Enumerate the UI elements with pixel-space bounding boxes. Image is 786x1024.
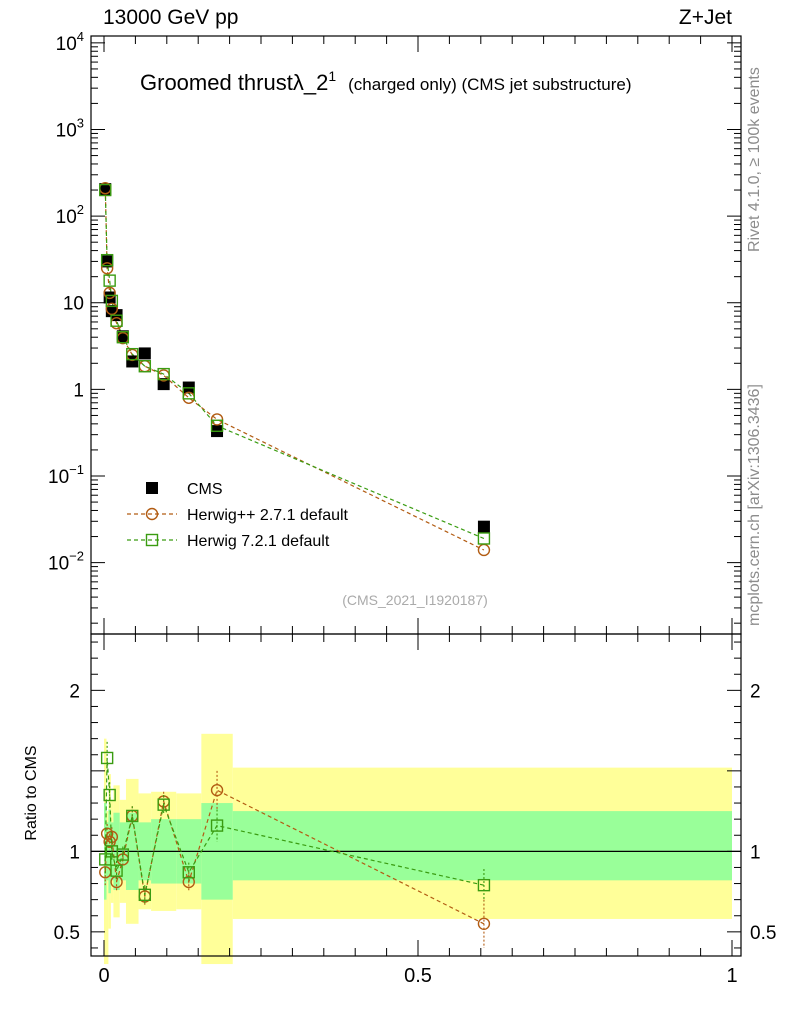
chart-title-main: Groomed thrustλ_2	[140, 70, 328, 95]
ratio-point	[110, 864, 123, 877]
main-point	[138, 360, 152, 373]
main-point	[477, 520, 490, 533]
ratio-point	[210, 783, 224, 797]
main-point	[138, 347, 151, 360]
x-tick-label: 0.5	[404, 965, 432, 987]
main-point	[110, 314, 123, 327]
legend-label: Herwig++ 2.7.1 default	[187, 507, 349, 524]
ratio-point	[126, 809, 139, 823]
ratio-y-tick-label-right: 2	[750, 681, 761, 702]
legend-marker	[146, 482, 158, 494]
uncertainty-band-total	[106, 811, 109, 965]
main-point	[477, 532, 491, 545]
legend-label: Herwig 7.2.1 default	[187, 533, 330, 550]
energy-label: 13000 GeV pp	[103, 6, 239, 29]
main-y-tick-label: 10−1	[48, 462, 84, 488]
chart-title: Groomed thrustλ_21 (charged only) (CMS je…	[140, 68, 632, 95]
main-y-tick-label: 10−2	[48, 549, 84, 575]
main-point	[182, 387, 195, 400]
main-point	[103, 291, 116, 304]
legend-marker	[145, 507, 159, 521]
ratio-point	[477, 917, 491, 930]
main-point	[103, 286, 116, 300]
main-y-tick-label: 102	[56, 202, 84, 228]
chart-title-sup: 1	[328, 68, 336, 84]
x-tick-label: 1	[726, 965, 737, 987]
main-point	[103, 274, 116, 287]
main-point	[105, 294, 119, 308]
main-point	[477, 543, 491, 557]
ratio-point	[210, 819, 224, 832]
main-series-line-2	[104, 189, 485, 540]
ratio-point	[182, 866, 195, 879]
main-point	[157, 367, 170, 381]
chart-title-sub: (charged only) (CMS jet substructure)	[348, 75, 631, 94]
ratio-y-axis-label: Ratio to CMS	[23, 745, 40, 840]
main-point	[210, 419, 224, 432]
main-point	[105, 302, 119, 316]
ratio-point	[138, 888, 152, 902]
main-y-tick-label: 103	[56, 115, 84, 141]
ratio-point	[477, 878, 491, 892]
ratio-series-line-1	[104, 757, 485, 895]
main-y-tick-label: 10	[63, 294, 84, 315]
ratio-y-tick-label: 1	[69, 842, 80, 863]
ratio-plot-frame	[90, 633, 742, 957]
ratio-y-tick-label: 0.5	[54, 923, 80, 944]
main-y-tick-label: 104	[56, 29, 84, 55]
ratio-y-tick-label: 2	[69, 681, 80, 702]
main-point	[210, 413, 224, 426]
ratio-y-tick-label-right: 1	[750, 842, 761, 863]
main-point	[138, 360, 152, 373]
x-tick-label: 0	[98, 965, 109, 987]
analysis-label: (CMS_2021_I1920187)	[342, 592, 488, 608]
legend-label: CMS	[187, 481, 223, 498]
main-point	[116, 331, 130, 344]
ratio-y-tick-label-right: 0.5	[750, 923, 776, 944]
ratio-point	[100, 751, 114, 765]
main-point	[126, 347, 139, 361]
legend-marker	[145, 533, 159, 547]
main-point	[100, 253, 114, 267]
uncertainty-band-stat	[232, 811, 733, 881]
process-label: Z+Jet	[678, 6, 732, 29]
ratio-point	[103, 788, 116, 802]
main-point	[100, 262, 114, 275]
main-y-tick-label: 1	[73, 380, 84, 401]
ratio-point	[157, 798, 170, 811]
ratio-point	[116, 848, 130, 861]
main-point	[157, 378, 170, 391]
main-point	[99, 183, 112, 197]
ratio-point	[99, 853, 112, 866]
main-point	[126, 355, 139, 368]
